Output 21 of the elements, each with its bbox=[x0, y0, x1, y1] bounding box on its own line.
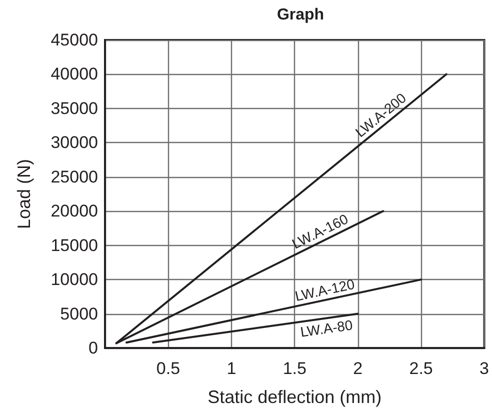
y-tick-label: 25000 bbox=[50, 167, 98, 186]
x-tick-label: 0.5 bbox=[156, 359, 180, 378]
y-tick-label: 5000 bbox=[60, 304, 98, 324]
y-tick-label: 15000 bbox=[50, 236, 98, 255]
y-tick-label: 10000 bbox=[50, 270, 98, 290]
chart-title: Graph bbox=[276, 6, 324, 24]
x-tick-label: 2 bbox=[353, 359, 363, 378]
y-tick-label: 45000 bbox=[50, 30, 98, 50]
x-tick-label: 2.5 bbox=[409, 359, 433, 378]
text: LW.A-120 bbox=[293, 276, 356, 304]
x-tick-label: 3 bbox=[480, 359, 490, 378]
x-axis-title: Static deflection (mm) bbox=[208, 387, 382, 407]
x-tick-label: 1.5 bbox=[282, 359, 306, 378]
y-tick-label: 30000 bbox=[50, 133, 98, 152]
y-tick-label: 40000 bbox=[50, 64, 98, 84]
x-tick-label: 1 bbox=[226, 359, 236, 378]
y-tick-label: 20000 bbox=[50, 202, 98, 221]
y-tick-label: 35000 bbox=[50, 98, 98, 118]
y-tick-label: 0 bbox=[88, 338, 98, 358]
y-axis-title: Load (N) bbox=[14, 158, 34, 230]
text: LW.A-80 bbox=[299, 316, 354, 340]
